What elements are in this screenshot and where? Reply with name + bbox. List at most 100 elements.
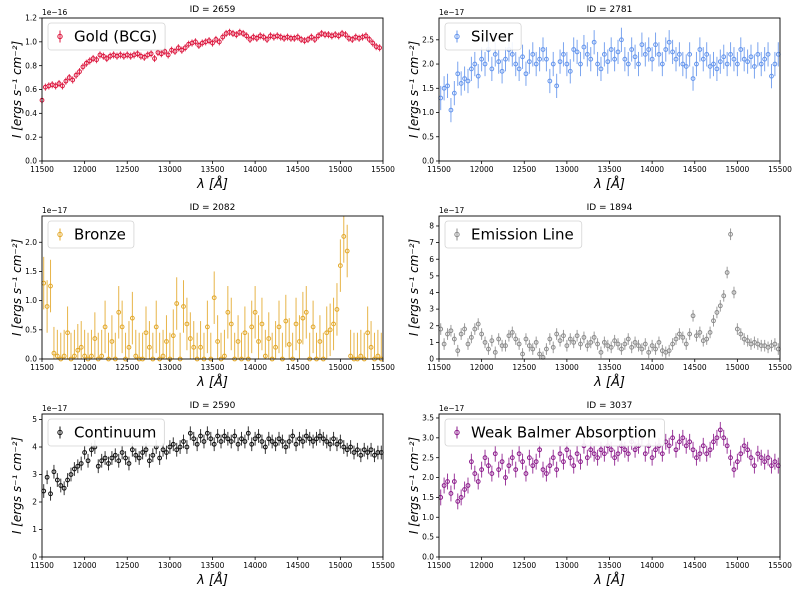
- data-marker: [547, 463, 553, 469]
- data-point: [721, 44, 727, 69]
- data-point: [598, 346, 604, 359]
- data-point: [126, 321, 132, 359]
- data-marker: [303, 433, 309, 439]
- data-marker: [557, 338, 563, 344]
- data-marker: [615, 49, 621, 55]
- data-point: [77, 68, 82, 76]
- data-point: [734, 323, 740, 335]
- data-marker: [591, 334, 597, 340]
- data-marker: [106, 461, 111, 466]
- data-marker: [193, 39, 198, 45]
- data-marker: [489, 66, 495, 72]
- y-tick-label: 5: [429, 271, 434, 280]
- data-marker: [595, 61, 600, 67]
- data-point: [247, 35, 253, 44]
- data-point: [158, 50, 164, 58]
- data-point: [48, 486, 53, 501]
- data-marker: [206, 38, 212, 44]
- data-point: [344, 442, 350, 457]
- data-marker: [61, 353, 67, 359]
- data-point: [455, 493, 461, 510]
- data-marker: [632, 447, 638, 453]
- data-point: [300, 434, 306, 449]
- data-marker: [465, 341, 471, 347]
- data-point: [211, 437, 217, 452]
- data-marker: [54, 477, 60, 483]
- data-point: [106, 456, 111, 471]
- data-marker: [172, 48, 178, 54]
- data-point: [649, 449, 655, 466]
- data-point: [310, 434, 316, 449]
- data-point: [213, 35, 219, 44]
- data-marker: [455, 348, 461, 354]
- data-marker: [762, 56, 768, 62]
- data-point: [659, 445, 665, 462]
- data-marker: [92, 336, 98, 341]
- y-tick-label: 1.5: [422, 493, 434, 502]
- data-point: [544, 465, 549, 482]
- data-marker: [365, 330, 371, 336]
- data-point: [615, 338, 621, 350]
- data-marker: [85, 458, 91, 464]
- data-marker: [677, 51, 682, 57]
- data-marker: [721, 54, 727, 60]
- data-point: [327, 437, 333, 452]
- data-marker: [632, 54, 638, 60]
- data-point: [261, 33, 267, 41]
- data-marker: [530, 51, 536, 57]
- y-tick-label: 3.0: [422, 433, 434, 442]
- data-marker: [707, 447, 713, 453]
- data-marker: [48, 283, 53, 289]
- data-marker: [642, 341, 648, 347]
- data-marker: [60, 83, 65, 89]
- data-marker: [680, 435, 686, 441]
- data-marker: [694, 455, 699, 461]
- data-marker: [533, 339, 539, 345]
- data-marker: [220, 34, 226, 40]
- data-marker: [116, 309, 122, 315]
- data-marker: [297, 436, 302, 442]
- data-point: [78, 321, 84, 359]
- data-point: [320, 431, 326, 446]
- data-point: [748, 449, 754, 466]
- data-point: [762, 453, 768, 470]
- data-point: [629, 37, 635, 62]
- data-point: [482, 51, 488, 77]
- x-tick-label: 14000: [640, 165, 664, 174]
- data-marker: [441, 341, 447, 347]
- data-marker: [622, 341, 628, 347]
- x-tick-label: 15500: [768, 561, 792, 570]
- data-marker: [177, 444, 183, 450]
- data-marker: [264, 37, 270, 42]
- y-axis: 0.0 0.5 1.0 1.5 2.0 2.5 3.0 3.5: [422, 414, 439, 562]
- data-marker: [475, 321, 481, 327]
- data-point: [578, 453, 583, 470]
- x-tick-label: 15500: [371, 561, 395, 570]
- y-tick-label: 0.2: [25, 133, 37, 142]
- data-marker: [489, 338, 495, 344]
- data-point: [172, 47, 178, 55]
- data-marker: [77, 69, 82, 75]
- data-marker: [506, 333, 512, 339]
- data-point: [526, 339, 532, 352]
- data-marker: [65, 330, 70, 336]
- data-point: [305, 35, 311, 44]
- data-point: [242, 434, 248, 449]
- data-marker: [252, 309, 258, 315]
- x-tick-label: 12000: [470, 165, 494, 174]
- data-marker: [377, 45, 382, 51]
- data-marker: [537, 56, 542, 62]
- data-marker: [690, 76, 696, 81]
- data-marker: [331, 321, 336, 327]
- data-marker: [170, 333, 176, 339]
- data-point: [140, 332, 145, 362]
- x-tick-label: 12000: [73, 363, 97, 372]
- data-point: [204, 426, 210, 441]
- data-point: [141, 53, 147, 61]
- data-marker: [608, 47, 614, 52]
- data-point: [475, 64, 481, 89]
- data-marker: [211, 441, 217, 447]
- data-marker: [731, 56, 737, 62]
- data-point: [697, 37, 703, 62]
- y-tick-label: 8: [429, 222, 434, 231]
